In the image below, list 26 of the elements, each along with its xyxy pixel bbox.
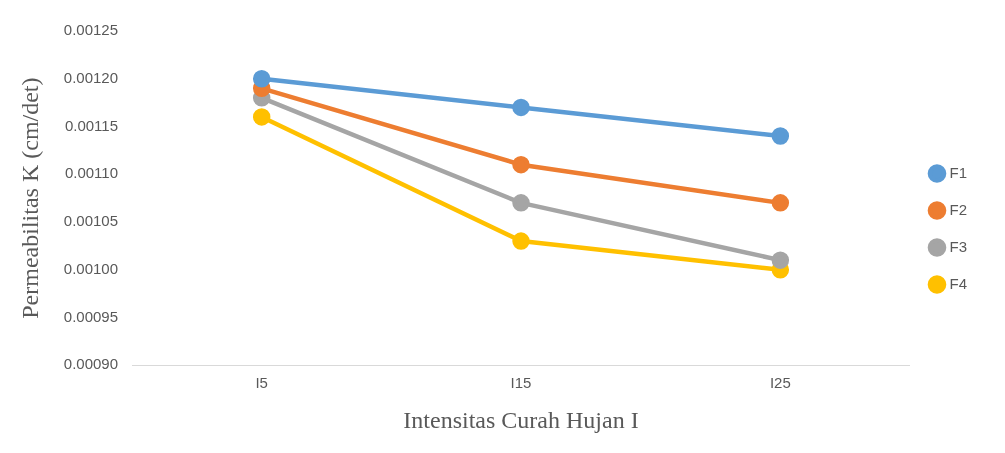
y-tick-label: 0.00120 (63, 68, 119, 86)
point (771, 194, 790, 212)
legend-label: F1 (949, 163, 968, 181)
point (252, 69, 271, 88)
y-tick-label: 0.00100 (63, 259, 119, 277)
x-tick-label: I25 (769, 374, 791, 392)
legend-label: F2 (949, 200, 968, 218)
y-tick-label: 0.00125 (63, 21, 119, 39)
y-tick-label: 0.00115 (64, 116, 119, 134)
x-tick-label: I5 (255, 374, 268, 392)
x-axis-title: Intensitas Curah Hujan I (403, 406, 639, 433)
legend-label: F3 (949, 237, 968, 255)
point (252, 108, 271, 126)
point (512, 232, 530, 250)
y-tick-label: 0.00105 (63, 212, 119, 230)
legend-label: F4 (949, 274, 968, 292)
y-tick-label: 0.00090 (63, 355, 119, 373)
point (512, 155, 530, 174)
y-tick-label: 0.00095 (63, 307, 119, 325)
y-axis-title: Permeabilitas K (cm/det) (16, 77, 43, 319)
point (512, 194, 530, 212)
y-tick-label: 0.00110 (64, 164, 119, 182)
point (512, 98, 530, 117)
point (771, 251, 790, 269)
x-tick-label: I15 (510, 374, 532, 392)
point (771, 127, 790, 145)
